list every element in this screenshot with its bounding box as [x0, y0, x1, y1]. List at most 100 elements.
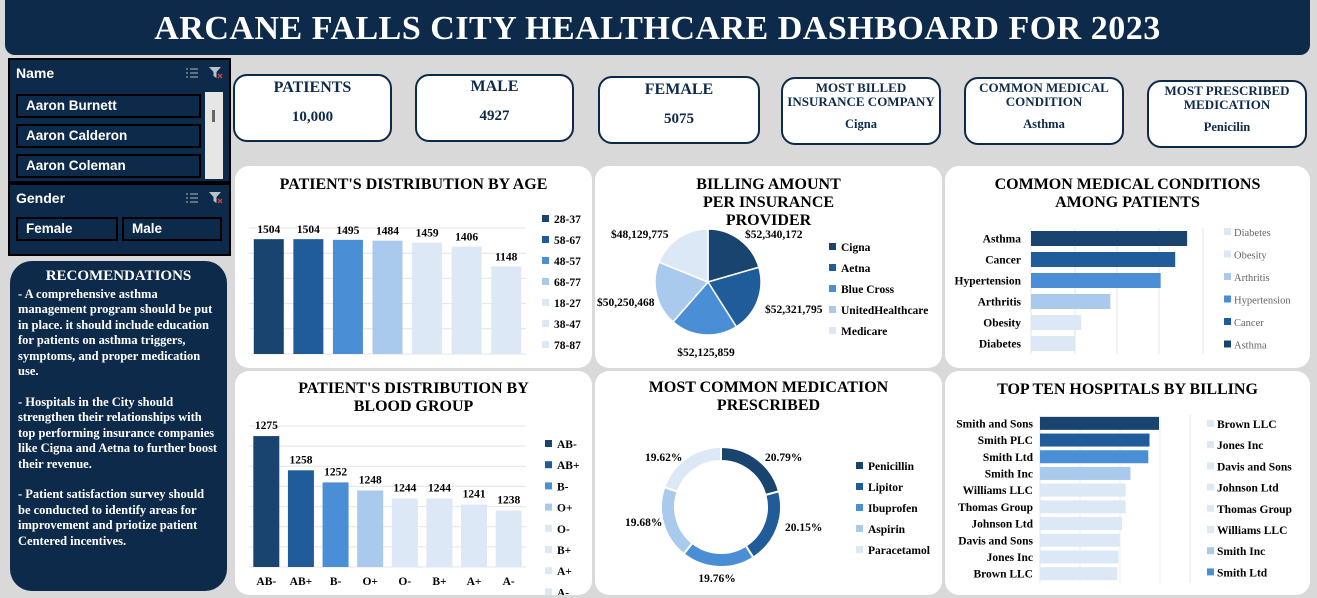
legend-label: Diabetes	[1234, 228, 1271, 239]
kpi-value: Asthma	[1023, 117, 1065, 131]
legend-swatch	[1207, 504, 1214, 512]
tick-label: Obesity	[983, 318, 1021, 330]
chart-title: PATIENT'S DISTRIBUTION BY AGE	[279, 176, 548, 193]
tick-label: Diabetes	[979, 339, 1022, 351]
legend-swatch	[542, 320, 549, 327]
name-item-aaron-burnett[interactable]: Aaron Burnett	[16, 94, 201, 118]
legend-label: B-	[557, 481, 569, 493]
bar	[1040, 466, 1131, 480]
doughnut-slice	[660, 485, 694, 556]
legend-label: Obesity	[1234, 251, 1267, 262]
pie-slice	[657, 228, 709, 284]
name-slicer-scrollbar[interactable]	[205, 92, 223, 179]
bar	[1031, 273, 1161, 288]
legend-swatch	[542, 299, 549, 306]
legend-swatch	[1207, 547, 1214, 555]
kpi-label: MALE	[470, 78, 519, 95]
legend-swatch	[545, 482, 552, 490]
name-item-aaron-coleman[interactable]: Aaron Coleman	[16, 154, 201, 178]
legend-swatch	[1207, 462, 1214, 470]
tick-label: B-	[330, 576, 342, 588]
legend-label: 58-67	[554, 235, 581, 247]
kpi-label: MOST PRESCRIBED MEDICATION	[1164, 83, 1290, 112]
legend-swatch	[1224, 295, 1231, 303]
data-label: 1148	[495, 251, 518, 263]
tick-label: Smith Ltd	[983, 452, 1034, 464]
tick-label: Davis and Sons	[958, 535, 1033, 547]
bar	[461, 504, 488, 567]
legend-label: B+	[557, 545, 571, 557]
chart-title: TOP TEN HOSPITALS BY BILLING	[997, 381, 1258, 398]
gender-item-male[interactable]: Male	[122, 217, 222, 241]
kpi-male: MALE 4927	[415, 74, 574, 142]
legend-label: Penicillin	[868, 461, 915, 473]
legend-label: AB+	[557, 460, 580, 472]
bar	[1040, 567, 1118, 581]
multi-select-icon[interactable]	[185, 67, 199, 79]
clear-filter-icon[interactable]	[209, 67, 223, 79]
legend-label: AB-	[557, 439, 577, 451]
billing-insurance-chart: $52,340,172 $52,321,795 $52,125,859 $50,250…	[597, 228, 928, 359]
kpi-most-billed-insurance: MOST BILLED INSURANCE COMPANY Cigna	[781, 77, 941, 145]
kpi-value: Cigna	[845, 117, 877, 131]
pie-slice	[672, 280, 738, 336]
legend-swatch	[829, 285, 836, 292]
name-slicer-label: Name	[16, 65, 55, 81]
data-label: 1504	[257, 224, 280, 236]
medication-panel: MOST COMMON MEDICATION PRESCRIBED 20.79%…	[595, 371, 942, 595]
legend-swatch	[542, 257, 549, 264]
legend-label: Smith Ltd	[1217, 567, 1268, 579]
name-item-aaron-calderon[interactable]: Aaron Calderon	[16, 124, 201, 148]
data-label: 19.62%	[645, 452, 682, 464]
kpi-label: PATIENTS	[273, 79, 352, 96]
dashboard-title: ARCANE FALLS CITY HEALTHCARE DASHBOARD F…	[5, 0, 1310, 55]
kpi-value: Penicilin	[1203, 120, 1251, 134]
pie-slice	[707, 228, 760, 283]
legend-label: O-	[557, 524, 570, 536]
data-label: 1241	[463, 489, 486, 501]
legend-label: 38-47	[554, 319, 581, 331]
tick-label: Thomas Group	[958, 502, 1033, 514]
legend-swatch	[545, 567, 552, 575]
legend-swatch	[856, 525, 863, 532]
data-label: 19.68%	[625, 517, 662, 529]
legend-label: Medicare	[841, 326, 887, 338]
scrollbar-thumb[interactable]	[212, 110, 215, 122]
kpi-patients: PATIENTS 10,000	[233, 74, 392, 142]
multi-select-icon[interactable]	[185, 192, 199, 204]
tick-label: A-	[503, 576, 515, 588]
legend-swatch	[1224, 273, 1231, 280]
data-label: 1406	[455, 232, 478, 244]
data-label: 20.79%	[765, 452, 802, 464]
gender-slicer[interactable]: Gender Female Male	[8, 183, 231, 256]
legend-swatch	[542, 215, 549, 222]
data-label: 1248	[359, 474, 382, 486]
bar	[287, 470, 314, 567]
billing-insurance-panel: BILLING AMOUNT PER INSURANCE PROVIDER $5…	[595, 166, 942, 368]
data-label: $50,250,468	[597, 296, 655, 309]
kpi-label: FEMALE	[644, 81, 714, 98]
tick-label: Smith and Sons	[956, 418, 1033, 430]
legend-swatch	[856, 546, 863, 553]
legend-label: UnitedHealthcare	[841, 305, 928, 317]
bar	[1031, 315, 1082, 330]
legend-swatch	[829, 306, 836, 313]
data-label: 1244	[393, 483, 416, 495]
legend-swatch	[1224, 250, 1231, 258]
data-label: 1238	[497, 495, 520, 507]
tick-label: Smith Inc	[985, 468, 1033, 480]
bar	[1040, 517, 1123, 531]
legend-label: Arthritis	[1234, 273, 1270, 284]
name-slicer[interactable]: Name Aaron Burnett Aaron Calderon Aaron …	[8, 58, 231, 183]
bar	[426, 498, 453, 567]
blood-group-panel: PATIENT'S DISTRIBUTION BY BLOOD GROUP 12…	[235, 371, 592, 595]
top-hospitals-panel: TOP TEN HOSPITALS BY BILLING Smith and S…	[945, 371, 1310, 595]
gender-item-female[interactable]: Female	[16, 217, 118, 241]
legend-swatch	[856, 504, 863, 511]
bar	[322, 482, 349, 567]
legend-label: 68-77	[554, 277, 581, 289]
legend-label: A-	[557, 587, 569, 595]
kpi-value: 10,000	[291, 109, 334, 125]
bar	[253, 436, 280, 567]
clear-filter-icon[interactable]	[209, 192, 223, 204]
